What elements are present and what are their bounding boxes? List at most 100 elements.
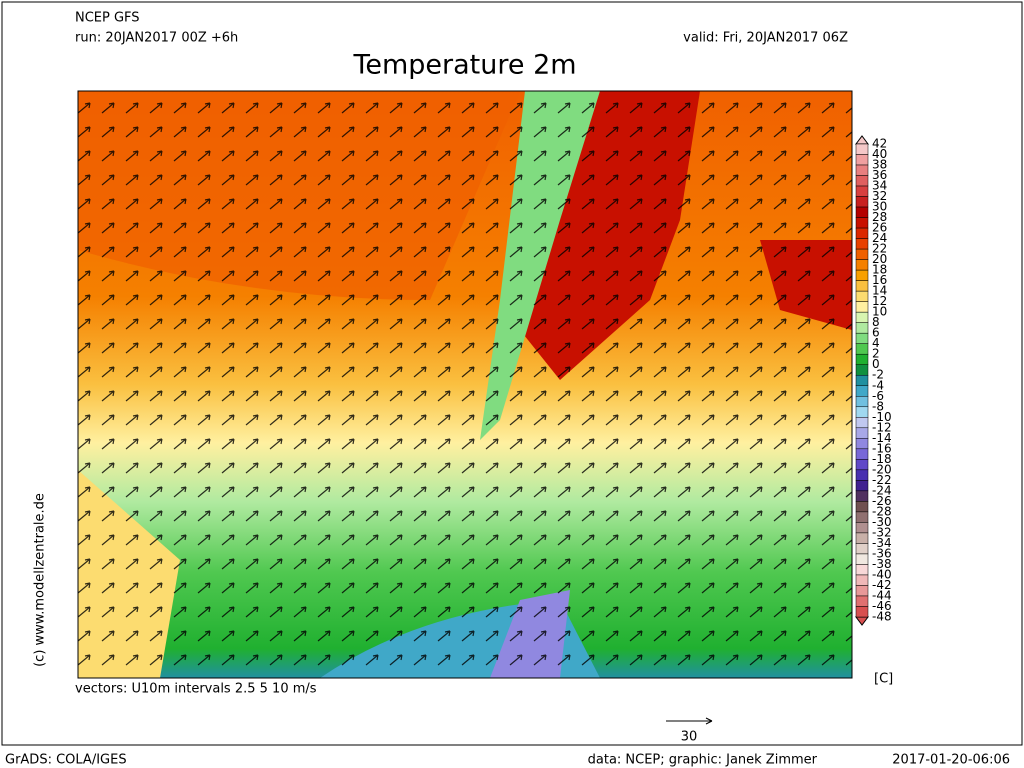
legend-label: -2 [872, 368, 884, 382]
legend-swatch [855, 606, 869, 618]
scale-label: 30 [681, 730, 698, 745]
legend-swatch [855, 595, 869, 607]
legend-swatch [855, 248, 869, 260]
legend-swatch [855, 238, 869, 250]
legend-label: 18 [872, 263, 887, 277]
legend-swatch [855, 343, 869, 355]
legend-label: -14 [872, 431, 892, 445]
legend-label: 0 [872, 357, 880, 371]
legend-swatch [855, 564, 869, 576]
legend-swatch [855, 511, 869, 523]
legend-label: 26 [872, 221, 887, 235]
legend-swatch [855, 364, 869, 376]
legend-label: 22 [872, 242, 887, 256]
legend-label: -20 [872, 462, 892, 476]
outer-frame [1, 1, 1023, 746]
legend-label: -42 [872, 578, 892, 592]
legend-swatch [855, 417, 869, 429]
legend-label: 6 [872, 326, 880, 340]
legend-swatch [855, 206, 869, 218]
scale-arrow [666, 717, 713, 725]
legend-swatch [855, 490, 869, 502]
legend-label: -4 [872, 378, 884, 392]
legend-swatch [855, 259, 869, 271]
legend-label: -36 [872, 546, 892, 560]
legend-swatch [855, 227, 869, 239]
legend-label: 32 [872, 189, 887, 203]
legend-swatch [855, 522, 869, 534]
legend-label: -46 [872, 599, 892, 613]
legend-swatch [855, 480, 869, 492]
legend-swatch [855, 154, 869, 166]
legend-swatch [855, 301, 869, 313]
wind-vectors [78, 91, 852, 678]
legend-label: 34 [872, 179, 887, 193]
legend-label: -8 [872, 399, 884, 413]
legend-label: 10 [872, 305, 887, 319]
run: run: 20JAN2017 00Z +6h [75, 31, 238, 46]
legend-swatch [855, 553, 869, 565]
legend-swatch [855, 427, 869, 439]
legend-label: 2 [872, 347, 880, 361]
legend-swatch [855, 332, 869, 344]
timestamp: 2017-01-20-06:06 [892, 753, 1010, 768]
legend-label: -28 [872, 504, 892, 518]
legend-end [855, 135, 869, 145]
legend-label: -44 [872, 588, 892, 602]
legend-label: -30 [872, 515, 892, 529]
legend-swatch [855, 532, 869, 544]
legend-label: -12 [872, 420, 892, 434]
legend-label: 36 [872, 168, 887, 182]
legend-label: 24 [872, 231, 887, 245]
legend-label: 16 [872, 273, 887, 287]
legend-swatch [855, 353, 869, 365]
legend-label: 20 [872, 252, 887, 266]
legend-swatch [855, 396, 869, 408]
title: Temperature 2m [352, 50, 576, 81]
legend-swatch [855, 164, 869, 176]
legend-end [855, 616, 869, 626]
legend-label: -32 [872, 525, 892, 539]
legend-swatch [855, 196, 869, 208]
legend-swatch [855, 280, 869, 292]
legend-label: 12 [872, 294, 887, 308]
legend-label: 14 [872, 284, 887, 298]
model: NCEP GFS [75, 11, 140, 26]
legend-swatch [855, 585, 869, 597]
map [77, 90, 853, 679]
legend-swatch [855, 469, 869, 481]
map-frame [77, 90, 853, 679]
legend-label: 4 [872, 336, 880, 350]
legend-swatch [855, 374, 869, 387]
legend-swatch [855, 311, 869, 323]
legend-swatch [855, 269, 869, 281]
legend-label: -22 [872, 473, 892, 487]
legend-label: -16 [872, 441, 892, 455]
legend-unit: [C] [874, 672, 893, 687]
vectors-note: vectors: U10m intervals 2.5 5 10 m/s [75, 682, 317, 697]
legend-label: -48 [872, 610, 892, 624]
legend-label: -26 [872, 494, 892, 508]
legend-swatch [855, 385, 869, 397]
valid: valid: Fri, 20JAN2017 06Z [683, 31, 848, 46]
legend-label: 42 [872, 137, 887, 151]
credit: data: NCEP; graphic: Janek Zimmer [588, 753, 818, 768]
legend: 424038363432302826242220181614121086420-… [855, 135, 892, 626]
legend-label: -6 [872, 389, 884, 403]
legend-label: -38 [872, 557, 892, 571]
legend-label: -40 [872, 567, 892, 581]
legend-swatch [855, 448, 869, 460]
legend-swatch [855, 406, 869, 418]
legend-label: 38 [872, 158, 887, 172]
legend-label: 28 [872, 210, 887, 224]
legend-swatch [855, 217, 869, 229]
grads: GrADS: COLA/IGES [5, 753, 127, 768]
legend-swatch [855, 185, 869, 197]
legend-swatch [855, 501, 869, 513]
legend-label: -10 [872, 410, 892, 424]
legend-swatch [855, 459, 869, 471]
legend-swatch [855, 438, 869, 450]
legend-swatch [855, 143, 869, 155]
legend-label: -34 [872, 536, 892, 550]
